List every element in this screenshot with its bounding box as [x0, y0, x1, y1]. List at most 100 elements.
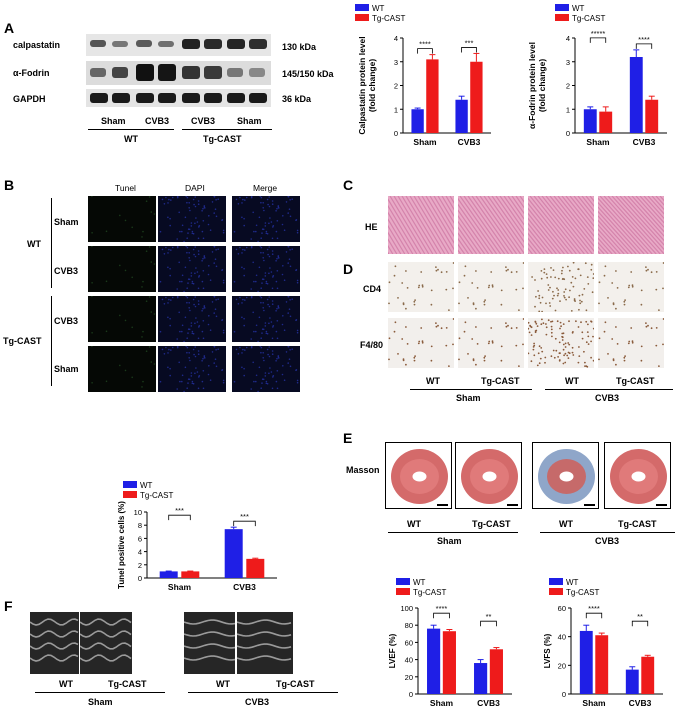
y-axis-label-line: Calpastatin protein level: [357, 36, 367, 134]
x-tick-label: Sham: [586, 137, 610, 147]
tunel-row-sham-wt: Sham: [54, 217, 79, 227]
panel-letter-f: F: [4, 598, 13, 614]
y-tick-label: 80: [405, 621, 413, 630]
echo-image-cell: [30, 612, 79, 674]
significance-label: ****: [436, 604, 448, 613]
f480-image-cell: [528, 318, 594, 368]
tunel-image-cell: [158, 246, 226, 292]
y-axis-label: Calpastatin protein level (fold change): [357, 36, 377, 134]
tunel-group-line-tg: [51, 296, 52, 386]
significance-label: **: [486, 612, 492, 621]
echo-image-cell: [237, 612, 293, 674]
bracket: [589, 37, 607, 43]
blot-lane-sham-tg: Sham: [237, 116, 262, 126]
legend-label-tg: Tg-CAST: [572, 14, 605, 23]
y-tick-label: 0: [566, 129, 570, 138]
tunel-image-cell: [158, 196, 226, 242]
bar: [455, 99, 468, 133]
tunel-group-line-wt: [51, 198, 52, 288]
cd4-image-cell: [458, 262, 524, 312]
f480-image-cell: [388, 318, 454, 368]
histology-group-line-sham: [410, 389, 532, 390]
y-tick-label: 100: [400, 604, 413, 613]
tunel-row-cvb3-tg: CVB3: [54, 316, 79, 326]
masson-group-cvb3: CVB3: [595, 536, 620, 546]
bracket: [631, 620, 649, 627]
significance-brackets: ******: [585, 604, 649, 627]
legend-label-tg: Tg-CAST: [566, 588, 599, 597]
blot-row-calpastatin: [86, 34, 271, 56]
tunel-image-cell: [158, 296, 226, 342]
bar: [427, 628, 441, 694]
legend-label-wt: WT: [413, 578, 426, 587]
significance-label: ****: [588, 604, 600, 613]
he-image-cell: [458, 196, 524, 254]
y-tick-label: 6: [138, 534, 142, 543]
masson-group-line-sham: [388, 532, 518, 533]
he-image-cell: [528, 196, 594, 254]
legend-label-wt: WT: [140, 481, 153, 490]
echo-col-wt-sham: WT: [59, 679, 73, 689]
significance-label: *****: [591, 29, 606, 38]
blot-lane-sham-wt: Sham: [101, 116, 126, 126]
echo-col-tg-sham: Tg-CAST: [108, 679, 147, 689]
blot-row-fodrin: [86, 61, 271, 85]
significance-label: ****: [638, 35, 650, 44]
blot-kda-fodrin: 145/150 kDa: [282, 69, 334, 79]
masson-image-cell: [604, 442, 671, 509]
legend-swatch-wt: [355, 4, 369, 11]
echo-image-cell: [184, 612, 235, 674]
x-tick-label: CVB3: [233, 582, 256, 592]
legend-swatch-tg: [396, 588, 410, 595]
y-axis-label: LVFS (%): [543, 633, 552, 668]
he-image-cell: [598, 196, 664, 254]
tunel-image-cell: [232, 246, 300, 292]
panel-letter-a: A: [4, 20, 15, 36]
bar: [246, 558, 265, 578]
tunel-col-tunel: Tunel: [115, 183, 136, 193]
histology-group-line-cvb3: [545, 389, 673, 390]
bracket: [233, 520, 256, 527]
bracket: [433, 612, 450, 619]
y-tick-label: 1: [566, 105, 570, 114]
y-tick-label: 0: [138, 574, 142, 583]
x-tick-label: CVB3: [477, 698, 500, 708]
legend-swatch-tg: [123, 491, 137, 498]
bar: [595, 635, 609, 694]
y-tick-label: 3: [394, 58, 398, 67]
echo-group-line-sham: [35, 692, 165, 693]
tunel-image-cell: [158, 346, 226, 392]
histology-group-sham: Sham: [456, 393, 481, 403]
bracket: [480, 620, 497, 627]
y-tick-label: 8: [138, 521, 142, 530]
y-tick-label: 40: [558, 633, 566, 642]
tunel-col-merge: Merge: [253, 183, 278, 193]
histology-col-tg-cvb3: Tg-CAST: [616, 376, 655, 386]
bracket: [417, 48, 433, 54]
he-image-cell: [388, 196, 454, 254]
bar: [159, 571, 178, 578]
histology-col-wt-sham: WT: [426, 376, 440, 386]
significance-label: ***: [240, 512, 249, 521]
blot-kda-gapdh: 36 kDa: [282, 94, 312, 104]
y-axis-label-line: α-Fodrin protein level: [527, 42, 537, 129]
masson-col-tg-sham: Tg-CAST: [472, 519, 511, 529]
x-tick-label: CVB3: [633, 137, 656, 147]
y-axis-label-line: (fold change): [367, 59, 377, 113]
bar: [579, 630, 593, 694]
panel-letter-b: B: [4, 177, 15, 193]
tunel-group-tg: Tg-CAST: [3, 336, 42, 346]
cd4-image-cell: [598, 262, 664, 312]
blot-group-line-wt: [88, 129, 174, 130]
blot-group-tg: Tg-CAST: [203, 134, 242, 144]
y-axis-label: α-Fodrin protein level (fold change): [527, 42, 547, 129]
y-tick-label: 2: [138, 561, 142, 570]
tunel-col-dapi: DAPI: [185, 183, 205, 193]
legend-swatch-wt: [549, 578, 563, 585]
legend-label-tg: Tg-CAST: [372, 14, 405, 23]
